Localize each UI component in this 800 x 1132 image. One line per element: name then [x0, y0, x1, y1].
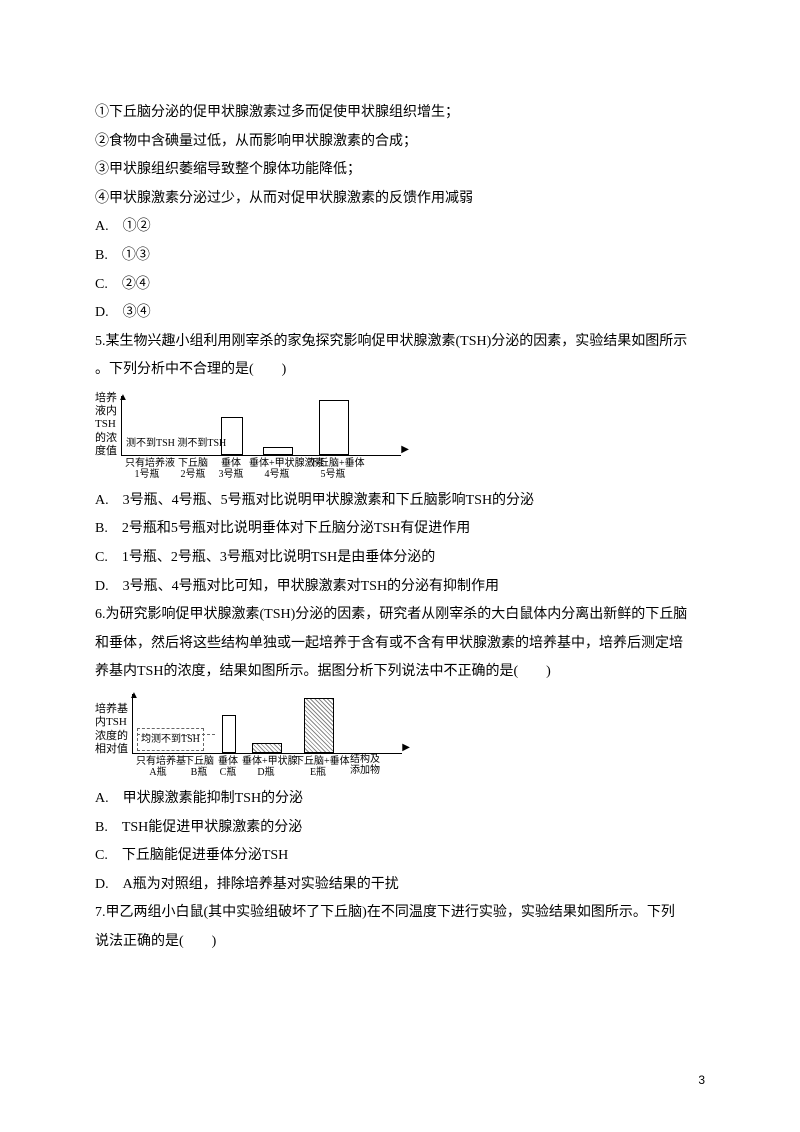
q6-option-b: B. TSH能促进甲状腺激素的分泌 — [95, 815, 705, 842]
arrow-right-icon: ▶ — [401, 440, 409, 459]
q7-intro-1: 7.甲乙两组小白鼠(其中实验组破坏了下丘脑)在不同温度下进行实验，实验结果如图所… — [95, 900, 705, 927]
q5-intro-2: 。下列分析中不合理的是( ) — [95, 357, 705, 384]
chart2-x-label: 结构及 添加物 — [350, 754, 380, 776]
option-a: A. ①② — [95, 214, 705, 241]
q5-option-a: A. 3号瓶、4号瓶、5号瓶对比说明甲状腺激素和下丘脑影响TSH的分泌 — [95, 488, 705, 515]
statement-3: ③甲状腺组织萎缩导致整个腺体功能降低； — [95, 157, 705, 184]
q5-option-d: D. 3号瓶、4号瓶对比可知，甲状腺激素对TSH的分泌有抑制作用 — [95, 574, 705, 601]
statement-2: ②食物中含碘量过低，从而影响甲状腺激素的合成； — [95, 129, 705, 156]
chart1-y-label: 培养 液内 TSH 的浓 度值 — [95, 392, 117, 458]
chart1-bars: ▲ ▶ 测不到TSH 测不到TSH — [121, 396, 401, 456]
q6-intro-1: 6.为研究影响促甲状腺激素(TSH)分泌的因素，研究者从刚宰杀的大白鼠体内分离出… — [95, 602, 705, 629]
q6-option-d: D. A瓶为对照组，排除培养基对实验结果的干扰 — [95, 872, 705, 899]
arrow-right-icon: ▶ — [402, 738, 410, 757]
chart-2: 培养基 内TSH 浓度的 相对值 ▲ ▶ 均测不到TSH 只有培养基A瓶下丘脑B… — [95, 694, 705, 778]
chart1-labels: 只有培养液1号瓶下丘脑2号瓶垂体3号瓶垂体+甲状腺激素4号瓶下丘脑+垂体5号瓶 — [121, 456, 401, 480]
chart-1: 培养 液内 TSH 的浓 度值 ▲ ▶ 测不到TSH 测不到TSH 只有培养液1… — [95, 392, 705, 480]
q6-option-a: A. 甲状腺激素能抑制TSH的分泌 — [95, 786, 705, 813]
q6-intro-3: 养基内TSH的浓度，结果如图所示。据图分析下列说法中不正确的是( ) — [95, 659, 705, 686]
statement-1: ①下丘脑分泌的促甲状腺激素过多而促使甲状腺组织增生； — [95, 100, 705, 127]
statement-4: ④甲状腺激素分泌过少，从而对促甲状腺激素的反馈作用减弱 — [95, 186, 705, 213]
q5-intro-1: 5.某生物兴趣小组利用刚宰杀的家兔探究影响促甲状腺激素(TSH)分泌的因素，实验… — [95, 329, 705, 356]
option-b: B. ①③ — [95, 243, 705, 270]
q5-option-c: C. 1号瓶、2号瓶、3号瓶对比说明TSH是由垂体分泌的 — [95, 545, 705, 572]
q5-option-b: B. 2号瓶和5号瓶对比说明垂体对下丘脑分泌TSH有促进作用 — [95, 516, 705, 543]
q6-option-c: C. 下丘脑能促进垂体分泌TSH — [95, 843, 705, 870]
option-c: C. ②④ — [95, 272, 705, 299]
q6-intro-2: 和垂体，然后将这些结构单独或一起培养于含有或不含有甲状腺激素的培养基中，培养后测… — [95, 631, 705, 658]
chart2-bars: ▲ ▶ 均测不到TSH — [132, 694, 402, 754]
option-d: D. ③④ — [95, 300, 705, 327]
chart2-labels: 只有培养基A瓶下丘脑B瓶垂体C瓶垂体+甲状腺D瓶下丘脑+垂体E瓶 — [132, 754, 344, 778]
chart2-y-label: 培养基 内TSH 浓度的 相对值 — [95, 703, 128, 756]
q7-intro-2: 说法正确的是( ) — [95, 929, 705, 956]
page-number: 3 — [698, 1069, 705, 1092]
